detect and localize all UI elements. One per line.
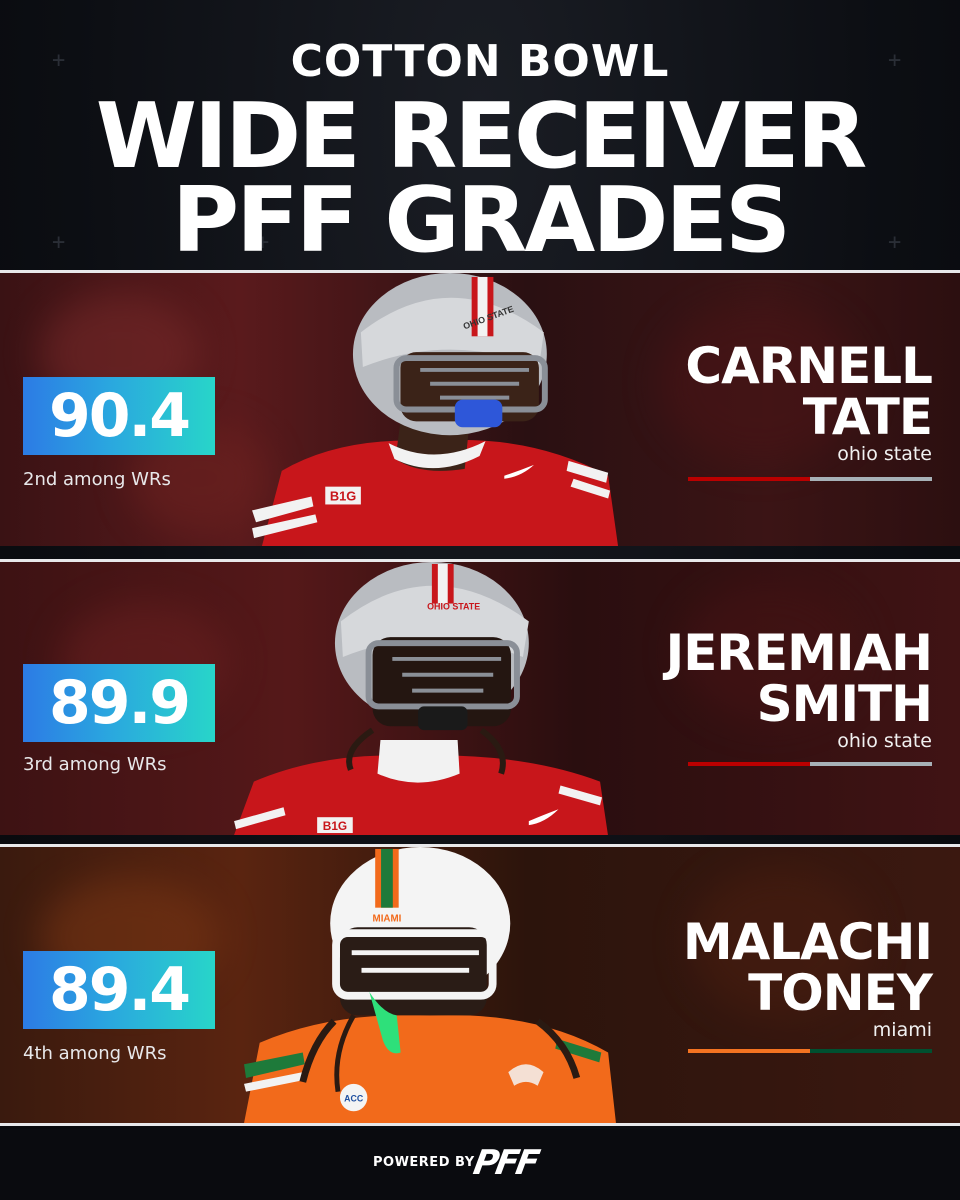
header: COTTON BOWL WIDE RECEIVER PFF GRADES	[0, 0, 960, 270]
school-color-bar	[688, 762, 932, 766]
school-name: ohio state	[837, 443, 932, 465]
plus-decoration: +	[888, 48, 902, 73]
school-color-secondary	[810, 1049, 932, 1053]
plus-decoration: +	[52, 48, 66, 73]
player-photo-2: OHIO STATE B1G	[234, 562, 608, 835]
helmet-text-3: MIAMI	[373, 913, 402, 924]
jersey-patch-text-3: ACC	[344, 1093, 364, 1103]
rank-label: 3rd among WRs	[23, 754, 167, 775]
player-card-2: OHIO STATE B1G 89.9 3rd among WRs JEREMI…	[0, 559, 960, 835]
header-title-line-2: PFF GRADES	[171, 168, 791, 273]
school-color-primary	[688, 477, 810, 481]
school-name: ohio state	[837, 730, 932, 752]
school-color-primary	[688, 762, 810, 766]
player-first-name: JEREMIAH	[665, 624, 933, 682]
grade-badge: 89.4	[23, 951, 215, 1029]
grade-badge: 90.4	[23, 377, 215, 455]
player-name: CARNELL TATE	[685, 337, 933, 446]
grade-badge: 89.9	[23, 664, 215, 742]
header-eyebrow: COTTON BOWL	[290, 36, 670, 87]
player-last-name: TATE	[802, 388, 933, 446]
school-color-secondary	[810, 762, 932, 766]
player-last-name: TONEY	[748, 964, 933, 1022]
header-title-line-1: WIDE RECEIVER	[95, 84, 868, 189]
player-last-name: SMITH	[756, 675, 933, 733]
jersey-patch-text-1: B1G	[330, 489, 356, 504]
player-card-1: B1G OHIO STATE 90.4 2nd among WRs CARNEL…	[0, 270, 960, 546]
helmet-text-2: OHIO STATE	[427, 601, 480, 611]
powered-by-label: POWERED BY	[373, 1155, 475, 1170]
rank-label: 2nd among WRs	[23, 469, 171, 490]
player-photo-1: B1G OHIO STATE	[252, 273, 619, 546]
player-name: MALACHI TONEY	[682, 913, 933, 1022]
school-color-bar	[688, 1049, 932, 1053]
player-card-3: MIAMI ACC 89.4 4th among WRs MALACHI TON…	[0, 844, 960, 1126]
plus-decoration: +	[52, 230, 66, 255]
plus-decoration: +	[888, 230, 902, 255]
player-first-name: MALACHI	[682, 913, 933, 971]
school-color-primary	[688, 1049, 810, 1053]
player-photo-3: MIAMI ACC	[244, 847, 616, 1123]
player-first-name: CARNELL	[685, 337, 933, 395]
pff-logo: PFF	[470, 1143, 540, 1183]
jersey-patch-text-2: B1G	[323, 819, 347, 833]
rank-label: 4th among WRs	[23, 1043, 167, 1064]
player-name: JEREMIAH SMITH	[665, 624, 933, 733]
plus-decoration: +	[256, 230, 270, 255]
school-name: miami	[872, 1019, 932, 1041]
school-color-bar	[688, 477, 932, 481]
footer: POWERED BY PFF	[0, 1129, 960, 1200]
school-color-secondary	[810, 477, 932, 481]
